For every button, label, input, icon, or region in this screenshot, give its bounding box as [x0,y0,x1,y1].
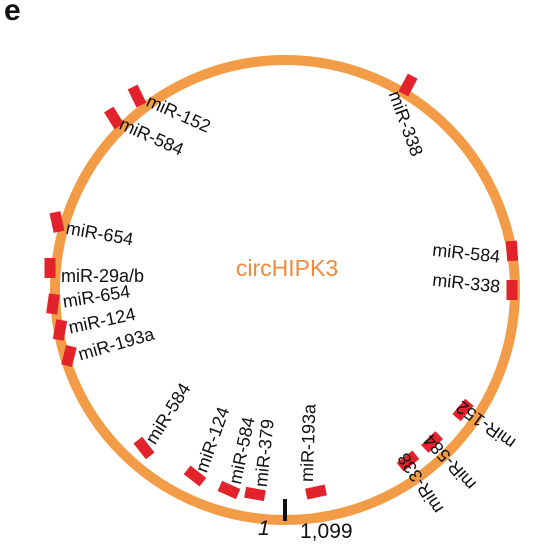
binding-site-marker [506,280,518,300]
binding-site-marker [505,240,519,262]
binding-site-marker [420,431,444,453]
mirna-label: miR-124 [191,404,233,475]
binding-site-marker [52,319,68,341]
binding-site-marker [49,211,65,233]
binding-site-marker [305,484,327,500]
binding-site-marker [452,398,474,422]
binding-site-marker [398,73,418,97]
binding-site-marker [396,450,420,472]
mirna-label: miR-193a [297,403,320,483]
center-label: circHIPK3 [236,255,338,281]
mirna-label: miR-654 [64,218,134,250]
binding-site-marker [61,344,77,368]
binding-site-marker [127,84,147,108]
binding-site-marker [104,106,124,130]
mirna-label: miR-338 [431,270,501,297]
binding-site-marker [183,465,207,487]
panel-letter: e [4,0,21,27]
binding-site-marker [44,258,56,278]
mirna-label: miR-29a/b [61,266,144,286]
mirna-label: miR-584 [141,379,194,447]
binding-site-marker [133,436,155,460]
start-position-label: 1 [258,517,270,540]
mirna-label: miR-584 [431,240,501,267]
binding-site-marker [46,293,60,315]
binding-site-marker [217,480,241,500]
end-position-label: 1,099 [300,520,353,543]
binding-site-marker [244,486,266,502]
